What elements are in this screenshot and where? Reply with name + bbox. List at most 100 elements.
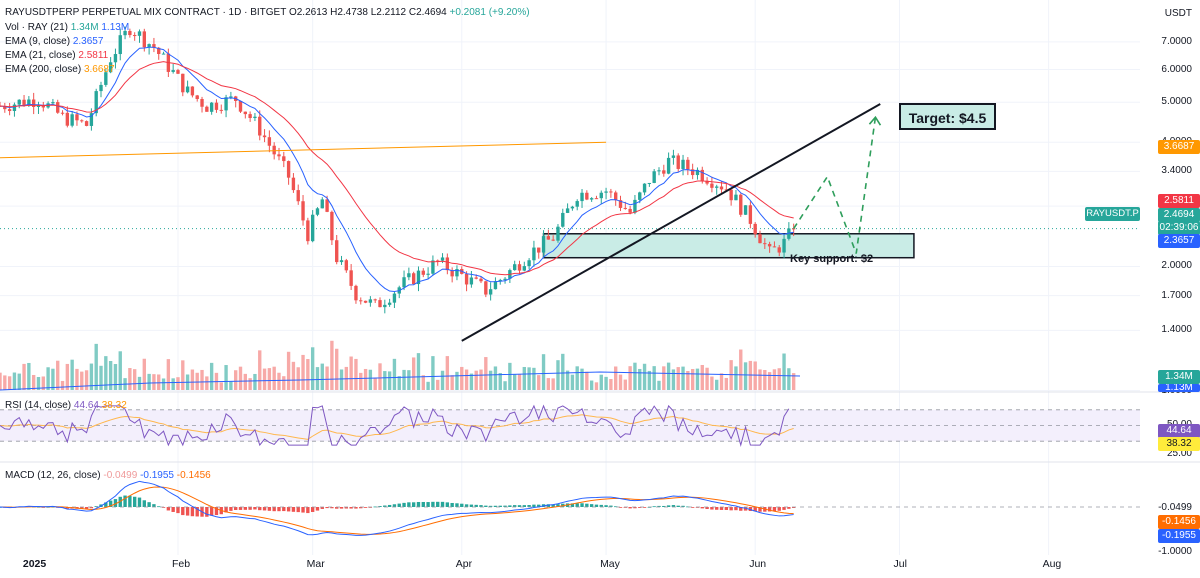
target-label[interactable]: Target: $4.5 bbox=[899, 103, 996, 130]
volume-bar bbox=[503, 381, 507, 390]
volume-bar bbox=[426, 381, 430, 390]
macd-histogram-bar bbox=[469, 504, 474, 507]
volume-bar bbox=[195, 372, 199, 390]
macd-histogram-bar bbox=[729, 507, 733, 511]
volume-bar bbox=[190, 369, 195, 390]
candle-body bbox=[594, 198, 599, 200]
macd-histogram-bar bbox=[195, 507, 199, 517]
candle-body bbox=[589, 198, 594, 200]
macd-histogram-bar bbox=[65, 507, 70, 509]
candle-body bbox=[517, 264, 522, 271]
candle-body bbox=[27, 99, 31, 106]
macd-histogram-bar bbox=[739, 507, 743, 511]
macd-histogram-bar bbox=[104, 502, 108, 507]
legend-ema21[interactable]: EMA (21, close) 2.5811 bbox=[5, 49, 108, 62]
volume-bar bbox=[229, 381, 233, 390]
macd-histogram-bar bbox=[354, 507, 358, 509]
volume-bar bbox=[339, 369, 344, 390]
time-tick-label: Feb bbox=[171, 558, 191, 570]
candle-body bbox=[753, 223, 757, 235]
candle-body bbox=[31, 99, 36, 107]
volume-bar bbox=[777, 368, 781, 390]
legend-macd-hist: -0.0499 bbox=[103, 470, 138, 481]
legend-macd[interactable]: MACD (12, 26, close) -0.0499 -0.1955 -0.… bbox=[5, 469, 211, 482]
volume-bar bbox=[118, 351, 122, 390]
volume-bar bbox=[383, 371, 387, 390]
volume-bar bbox=[248, 378, 252, 390]
legend-volume-label: Vol · RAY (21) bbox=[5, 22, 68, 33]
macd-histogram-bar bbox=[171, 507, 175, 512]
candle-body bbox=[705, 180, 709, 184]
volume-bar bbox=[517, 374, 522, 390]
candle-body bbox=[772, 246, 777, 248]
legend-volume[interactable]: Vol · RAY (21) 1.34M 1.13M bbox=[5, 21, 129, 34]
volume-bar bbox=[537, 375, 541, 390]
volume-bar bbox=[758, 369, 762, 390]
candle-body bbox=[354, 285, 358, 301]
candle-body bbox=[253, 116, 257, 119]
legend-ema200[interactable]: EMA (200, close) 3.6687 bbox=[5, 63, 115, 76]
candle-body bbox=[262, 135, 267, 138]
volume-bar bbox=[652, 366, 656, 390]
candle-body bbox=[715, 186, 719, 188]
legend-ema200-label: EMA (200, close) bbox=[5, 64, 82, 75]
legend-ema9[interactable]: EMA (9, close) 2.3657 bbox=[5, 35, 103, 48]
volume-bar bbox=[349, 356, 353, 390]
legend-ema9-value: 2.3657 bbox=[72, 36, 104, 47]
candle-body bbox=[431, 260, 435, 274]
time-tick-label: Jun bbox=[749, 558, 767, 570]
macd-signal-line bbox=[0, 486, 794, 535]
volume-bar bbox=[397, 376, 401, 390]
macd-histogram-bar bbox=[306, 507, 310, 514]
candle-body bbox=[657, 170, 661, 172]
volume-bar bbox=[407, 370, 411, 390]
candle-body bbox=[546, 236, 551, 240]
volume-bar bbox=[715, 379, 719, 390]
volume-bar bbox=[325, 366, 329, 390]
macd-histogram-bar bbox=[421, 501, 425, 507]
volume-bar bbox=[623, 379, 627, 390]
volume-bar bbox=[147, 373, 151, 390]
volume-bar bbox=[277, 372, 281, 390]
candle-body bbox=[209, 102, 214, 112]
macd-histogram-bar bbox=[623, 507, 627, 508]
macd-histogram-bar bbox=[373, 506, 377, 508]
volume-bar bbox=[782, 353, 786, 390]
volume-bar bbox=[108, 361, 113, 390]
macd-histogram-bar bbox=[89, 507, 94, 509]
candle-body bbox=[133, 35, 137, 37]
macd-histogram-bar bbox=[224, 507, 228, 513]
support-label[interactable]: Key support: $2 bbox=[790, 253, 874, 265]
macd-histogram-bar bbox=[710, 507, 714, 510]
candle-body bbox=[363, 300, 368, 303]
volume-bar bbox=[65, 363, 70, 390]
volume-bar bbox=[335, 348, 339, 390]
volume-bar bbox=[41, 376, 45, 390]
volume-bar bbox=[56, 360, 60, 390]
macd-histogram-bar bbox=[392, 504, 397, 507]
macd-histogram-bar bbox=[330, 507, 334, 509]
symbol-title[interactable]: RAYUSDTPERP PERPETUAL MIX CONTRACT · 1D … bbox=[5, 7, 287, 18]
macd-histogram-bar bbox=[272, 507, 276, 512]
volume-bar bbox=[493, 366, 498, 390]
volume-bar bbox=[734, 366, 738, 390]
volume-bar bbox=[686, 370, 690, 390]
price-tick-label: 7.0000 bbox=[1161, 35, 1192, 47]
macd-histogram-bar bbox=[157, 506, 161, 508]
volume-bar bbox=[99, 365, 103, 390]
macd-histogram-bar bbox=[787, 507, 791, 509]
legend-macd-label: MACD (12, 26, close) bbox=[5, 470, 101, 481]
rsi-line bbox=[0, 404, 790, 448]
macd-histogram-bar bbox=[431, 501, 435, 507]
macd-histogram-bar bbox=[190, 507, 195, 517]
macd-histogram-bar bbox=[166, 507, 171, 511]
macd-histogram-bar bbox=[363, 507, 368, 508]
macd-histogram-bar bbox=[450, 502, 454, 507]
volume-bar bbox=[238, 366, 243, 390]
candle-body bbox=[484, 281, 488, 295]
volume-bar bbox=[113, 364, 118, 390]
candle-body bbox=[527, 260, 531, 267]
candle-body bbox=[205, 106, 209, 112]
legend-rsi[interactable]: RSI (14, close) 44.64 38.32 bbox=[5, 399, 127, 412]
